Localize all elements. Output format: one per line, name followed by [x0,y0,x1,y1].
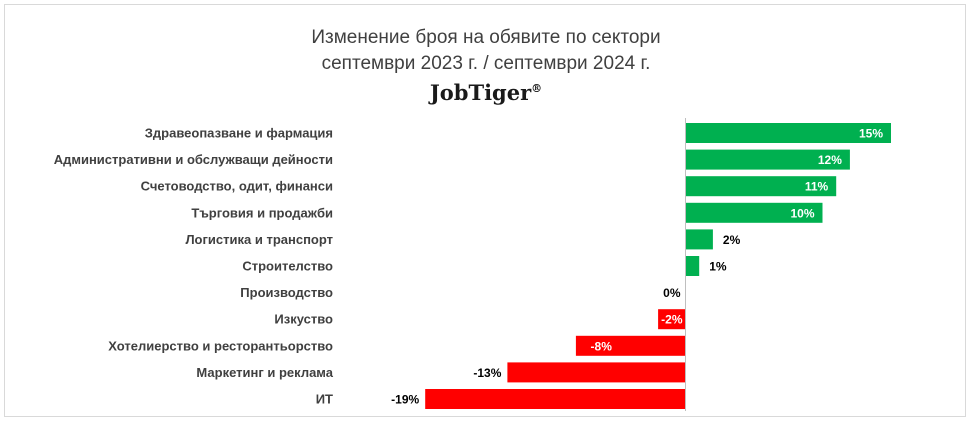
category-label: Маркетинг и реклама [196,365,333,380]
bar [685,176,837,197]
category-label: Здравеопазване и фармация [145,126,333,141]
value-label: 0% [663,286,681,300]
value-label: -8% [591,339,613,353]
brand-name: JobTiger [429,80,532,105]
value-label: 11% [805,180,829,194]
bar [507,362,686,383]
bar [685,229,713,250]
value-label: -13% [473,366,501,380]
bar [658,309,686,330]
value-label: 15% [859,127,883,141]
category-label: ИТ [316,392,333,407]
bar [685,123,891,143]
bar [685,202,823,223]
chart-subtitle: септември 2023 г. / септември 2024 г. [321,53,651,74]
category-label: Логистика и транспорт [185,232,333,247]
category-label: Търговия и продажби [191,205,333,220]
value-label: 10% [790,206,814,220]
value-label: -2% [661,313,683,327]
category-label: Строителство [242,259,333,274]
brand-logo-text: JobTiger® [0,80,972,105]
category-label: Административни и обслужващи дейности [54,152,333,167]
category-label: Изкуство [274,312,333,327]
value-label: -19% [391,393,419,407]
category-label: Хотелиерство и ресторантьорство [108,338,333,353]
category-label: Производство [240,285,333,300]
value-label: 2% [723,233,741,247]
bar [685,256,700,276]
bars-group [425,123,891,409]
registered-mark: ® [531,82,543,95]
category-label: Счетоводство, одит, финанси [141,179,333,194]
value-label: 12% [818,153,842,167]
bar [685,149,850,170]
chart-title: Изменение броя на обявите по сектори [311,27,661,48]
value-label: 1% [709,260,727,274]
bar [575,335,686,356]
labels-group: Здравеопазване и фармация 15% Администрати… [54,126,884,407]
bar [425,389,686,409]
